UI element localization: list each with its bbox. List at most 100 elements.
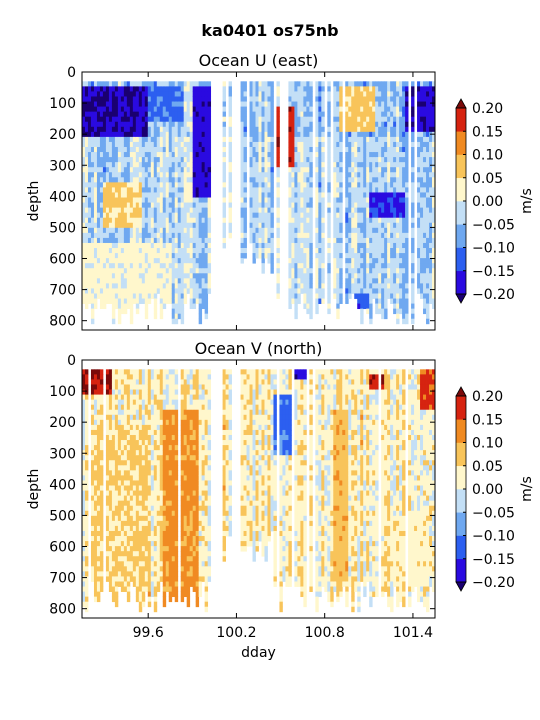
heatmap-cell	[345, 101, 349, 107]
heatmap-cell	[294, 106, 298, 113]
heatmap-cell	[114, 571, 119, 577]
heatmap-cell	[138, 146, 143, 153]
heatmap-cell	[297, 283, 301, 289]
heatmap-cell	[105, 551, 110, 557]
heatmap-cell	[348, 192, 352, 198]
y-tick-label: 500	[49, 220, 76, 236]
heatmap-cell	[381, 141, 385, 148]
heatmap-cell	[156, 152, 161, 158]
heatmap-cell	[348, 197, 352, 203]
heatmap-cell	[189, 157, 194, 163]
heatmap-cell	[195, 106, 200, 113]
heatmap-cell	[198, 121, 203, 128]
heatmap-cell	[159, 187, 164, 193]
heatmap-cell	[84, 106, 89, 113]
heatmap-cell	[114, 429, 119, 436]
heatmap-cell	[87, 152, 92, 158]
heatmap-cell	[99, 202, 104, 208]
heatmap-cell	[150, 187, 155, 193]
heatmap-cell	[99, 106, 104, 113]
heatmap-cell	[399, 106, 403, 113]
heatmap-cell	[111, 172, 116, 178]
heatmap-cell	[201, 131, 206, 138]
heatmap-cell	[93, 197, 98, 203]
heatmap-cell	[291, 248, 295, 254]
heatmap-cell	[96, 429, 101, 436]
heatmap-cell	[372, 111, 376, 118]
heatmap-cell	[198, 91, 203, 97]
heatmap-cell	[177, 131, 182, 138]
heatmap-cell	[201, 263, 206, 269]
heatmap-cell	[345, 207, 349, 214]
heatmap-cell	[87, 131, 92, 138]
heatmap-cell	[240, 126, 244, 133]
heatmap-cell	[135, 202, 140, 208]
heatmap-cell	[384, 212, 388, 219]
heatmap-cell	[429, 172, 433, 178]
heatmap-cell	[399, 167, 403, 173]
heatmap-cell	[339, 217, 343, 224]
heatmap-cell	[306, 177, 310, 183]
heatmap-cell	[159, 248, 164, 254]
heatmap-cell	[144, 187, 149, 193]
heatmap-cell	[432, 167, 435, 173]
heatmap-cell	[99, 429, 104, 436]
heatmap-cell	[129, 91, 134, 97]
heatmap-cell	[207, 116, 212, 123]
heatmap-cell	[432, 227, 435, 234]
heatmap-cell	[318, 232, 322, 239]
heatmap-cell	[294, 146, 298, 153]
heatmap-cell	[264, 187, 268, 193]
heatmap-cell	[375, 288, 379, 294]
heatmap-cell	[339, 116, 343, 123]
heatmap-cell	[243, 177, 247, 183]
heatmap-cell	[390, 278, 394, 284]
heatmap-cell	[405, 162, 409, 168]
heatmap-cell	[348, 96, 352, 102]
heatmap-cell	[378, 202, 382, 208]
heatmap-cell	[82, 414, 86, 421]
heatmap-cell	[120, 121, 125, 128]
heatmap-cell	[177, 91, 182, 97]
heatmap-cell	[99, 475, 104, 481]
heatmap-cell	[255, 172, 259, 178]
heatmap-cell	[183, 182, 188, 188]
heatmap-cell	[129, 313, 134, 320]
heatmap-cell	[99, 389, 104, 395]
heatmap-cell	[132, 207, 137, 214]
heatmap-cell	[240, 167, 244, 173]
heatmap-cell	[147, 217, 152, 224]
heatmap-cell	[357, 192, 361, 198]
heatmap-cell	[117, 197, 122, 203]
heatmap-cell	[90, 212, 95, 219]
heatmap-cell	[381, 157, 385, 163]
heatmap-cell	[411, 152, 415, 158]
heatmap-cell	[345, 222, 349, 229]
heatmap-cell	[99, 505, 104, 512]
heatmap-cell	[99, 419, 104, 426]
heatmap-cell	[375, 131, 379, 138]
heatmap-cell	[363, 111, 367, 118]
heatmap-cell	[168, 217, 173, 224]
heatmap-cell	[288, 192, 292, 198]
heatmap-cell	[93, 111, 98, 118]
heatmap-cell	[93, 384, 98, 390]
heatmap-cell	[96, 227, 101, 234]
heatmap-cell	[351, 242, 355, 249]
heatmap-cell	[351, 212, 355, 219]
heatmap-cell	[375, 283, 379, 289]
heatmap-cell	[291, 232, 295, 239]
heatmap-cell	[120, 146, 125, 153]
heatmap-cell	[207, 253, 212, 259]
heatmap-cell	[426, 126, 430, 133]
heatmap-cell	[120, 268, 125, 274]
heatmap-cell	[252, 136, 256, 143]
heatmap-cell	[270, 157, 274, 163]
heatmap-cell	[204, 207, 209, 214]
heatmap-cell	[405, 283, 409, 289]
heatmap-cell	[165, 197, 170, 203]
heatmap-cell	[156, 263, 161, 269]
heatmap-cell	[177, 237, 182, 244]
heatmap-cell	[423, 278, 427, 284]
heatmap-cell	[258, 242, 262, 249]
